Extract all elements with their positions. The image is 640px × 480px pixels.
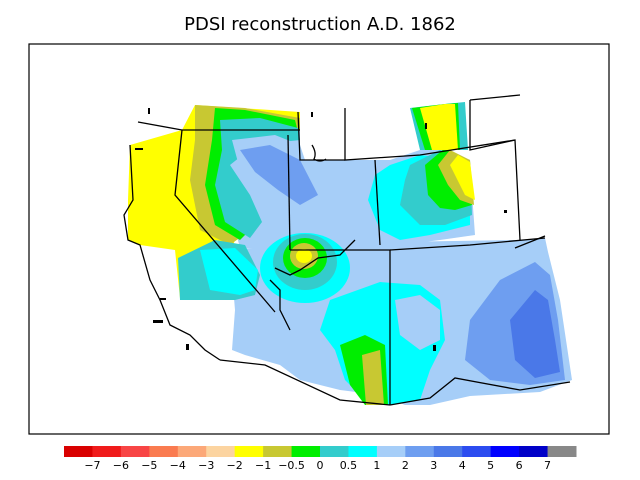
region-olive-south <box>362 350 384 405</box>
legend-swatch <box>433 446 463 457</box>
legend-swatch <box>320 446 349 457</box>
border-ks-ok <box>514 235 546 249</box>
legend-tick-label: −2 <box>227 459 243 472</box>
region-yellow-east <box>450 155 475 200</box>
legend-swatch <box>92 446 122 457</box>
border-ca-nv <box>174 129 276 313</box>
pdsi-field <box>128 102 572 405</box>
legend-tick-label: −0.5 <box>278 459 305 472</box>
lake-mark-3 <box>425 123 427 129</box>
region-light-blue-south <box>395 295 440 350</box>
legend-tick-label: 0.5 <box>340 459 358 472</box>
political-boundaries <box>123 94 571 406</box>
border-az-south <box>219 359 391 406</box>
border-id-mt <box>297 111 345 161</box>
coastline <box>123 144 221 361</box>
legend-tick-label: 1 <box>373 459 380 472</box>
color-legend: −7 −6 −5 −4 −3 −2 −1 −0.5 0 0.5 1 2 3 4 5 6 7 <box>64 446 577 472</box>
lake-mark-4 <box>504 210 507 213</box>
region-deep-blue-east <box>510 290 560 378</box>
legend-swatch <box>206 446 236 457</box>
border-nm-tx <box>389 377 571 406</box>
legend-swatch <box>376 446 406 457</box>
legend-tick-label: 7 <box>544 459 551 472</box>
legend-tick-label: −3 <box>198 459 214 472</box>
legend-swatch <box>263 446 293 457</box>
legend-swatch <box>348 446 378 457</box>
lake-great-salt <box>311 144 327 162</box>
legend-tick-label: −1 <box>255 459 271 472</box>
legend-tick-label: −7 <box>84 459 100 472</box>
border-or-north <box>137 121 300 131</box>
legend-tick-label: 4 <box>459 459 466 472</box>
legend-tick-label: 3 <box>430 459 437 472</box>
legend-ticks: −7 −6 −5 −4 −3 −2 −1 −0.5 0 0.5 1 2 3 4 5 6 7 <box>84 459 551 472</box>
legend-swatches <box>64 446 577 457</box>
legend-swatch <box>149 446 179 457</box>
lake-mark-2 <box>311 112 313 117</box>
legend-swatch <box>490 446 520 457</box>
legend-swatch <box>462 446 492 457</box>
map-title: PDSI reconstruction A.D. 1862 <box>184 14 456 35</box>
lake-mark-6 <box>186 344 189 350</box>
border-co-ks <box>389 237 546 251</box>
border-ut-nv <box>287 134 291 251</box>
legend-tick-label: 2 <box>402 459 409 472</box>
legend-tick-label: −4 <box>170 459 186 472</box>
legend-swatch <box>177 446 207 457</box>
river-colorado-lower <box>269 279 291 331</box>
legend-tick-label: 5 <box>487 459 494 472</box>
lake-mark-7 <box>153 320 163 323</box>
legend-tick-label: 6 <box>516 459 523 472</box>
lake-mark-8 <box>160 298 166 300</box>
lake-mark-9 <box>135 148 143 150</box>
small-features <box>135 108 507 351</box>
legend-tick-label: −6 <box>113 459 129 472</box>
border-mt-wy <box>344 108 516 161</box>
legend-swatch <box>120 446 150 457</box>
legend-swatch <box>234 446 264 457</box>
legend-swatch <box>519 446 549 457</box>
pdsi-map <box>28 43 610 435</box>
border-north-edge <box>469 94 521 101</box>
legend-swatch <box>547 446 577 457</box>
region-north-strip-yellow <box>420 104 458 150</box>
river-colorado <box>274 239 356 276</box>
legend-swatch <box>64 446 93 457</box>
legend-tick-label: 0 <box>317 459 324 472</box>
legend-swatch <box>405 446 435 457</box>
lake-mark-5 <box>433 345 436 351</box>
legend-swatch <box>291 446 321 457</box>
legend-tick-label: −5 <box>141 459 157 472</box>
border-wy-co <box>374 159 381 246</box>
lake-mark-1 <box>148 108 150 114</box>
region-yellow-center <box>296 249 312 263</box>
region-mid-blue-west <box>240 145 318 205</box>
border-ne-sd <box>469 100 521 241</box>
region-cyan-southwest <box>200 248 258 295</box>
